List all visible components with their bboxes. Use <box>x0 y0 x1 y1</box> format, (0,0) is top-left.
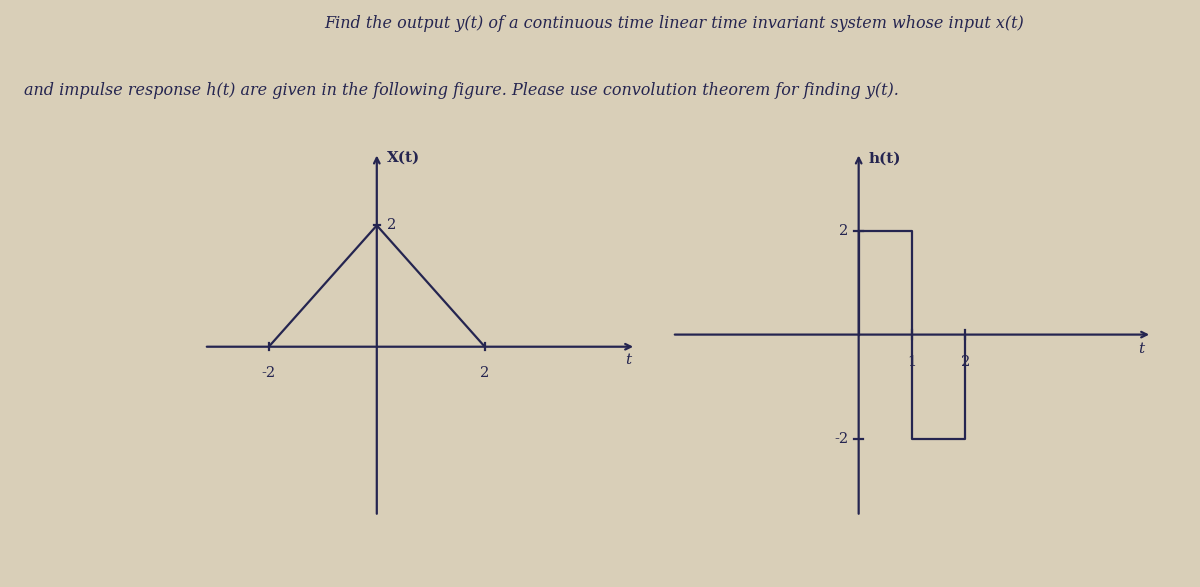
Text: t: t <box>625 353 631 367</box>
Text: h(t): h(t) <box>869 152 901 166</box>
Text: 2: 2 <box>839 224 848 238</box>
Text: Find the output y(t) of a continuous time linear time invariant system whose inp: Find the output y(t) of a continuous tim… <box>324 15 1024 32</box>
Text: 2: 2 <box>386 218 396 232</box>
Text: 1: 1 <box>907 355 917 369</box>
Text: 2: 2 <box>480 366 490 380</box>
Text: -2: -2 <box>834 431 848 446</box>
Text: and impulse response h(t) are given in the following figure. Please use convolut: and impulse response h(t) are given in t… <box>24 82 899 99</box>
Text: t: t <box>1139 342 1145 356</box>
Text: 2: 2 <box>961 355 970 369</box>
Text: -2: -2 <box>262 366 276 380</box>
Text: X(t): X(t) <box>386 151 420 165</box>
